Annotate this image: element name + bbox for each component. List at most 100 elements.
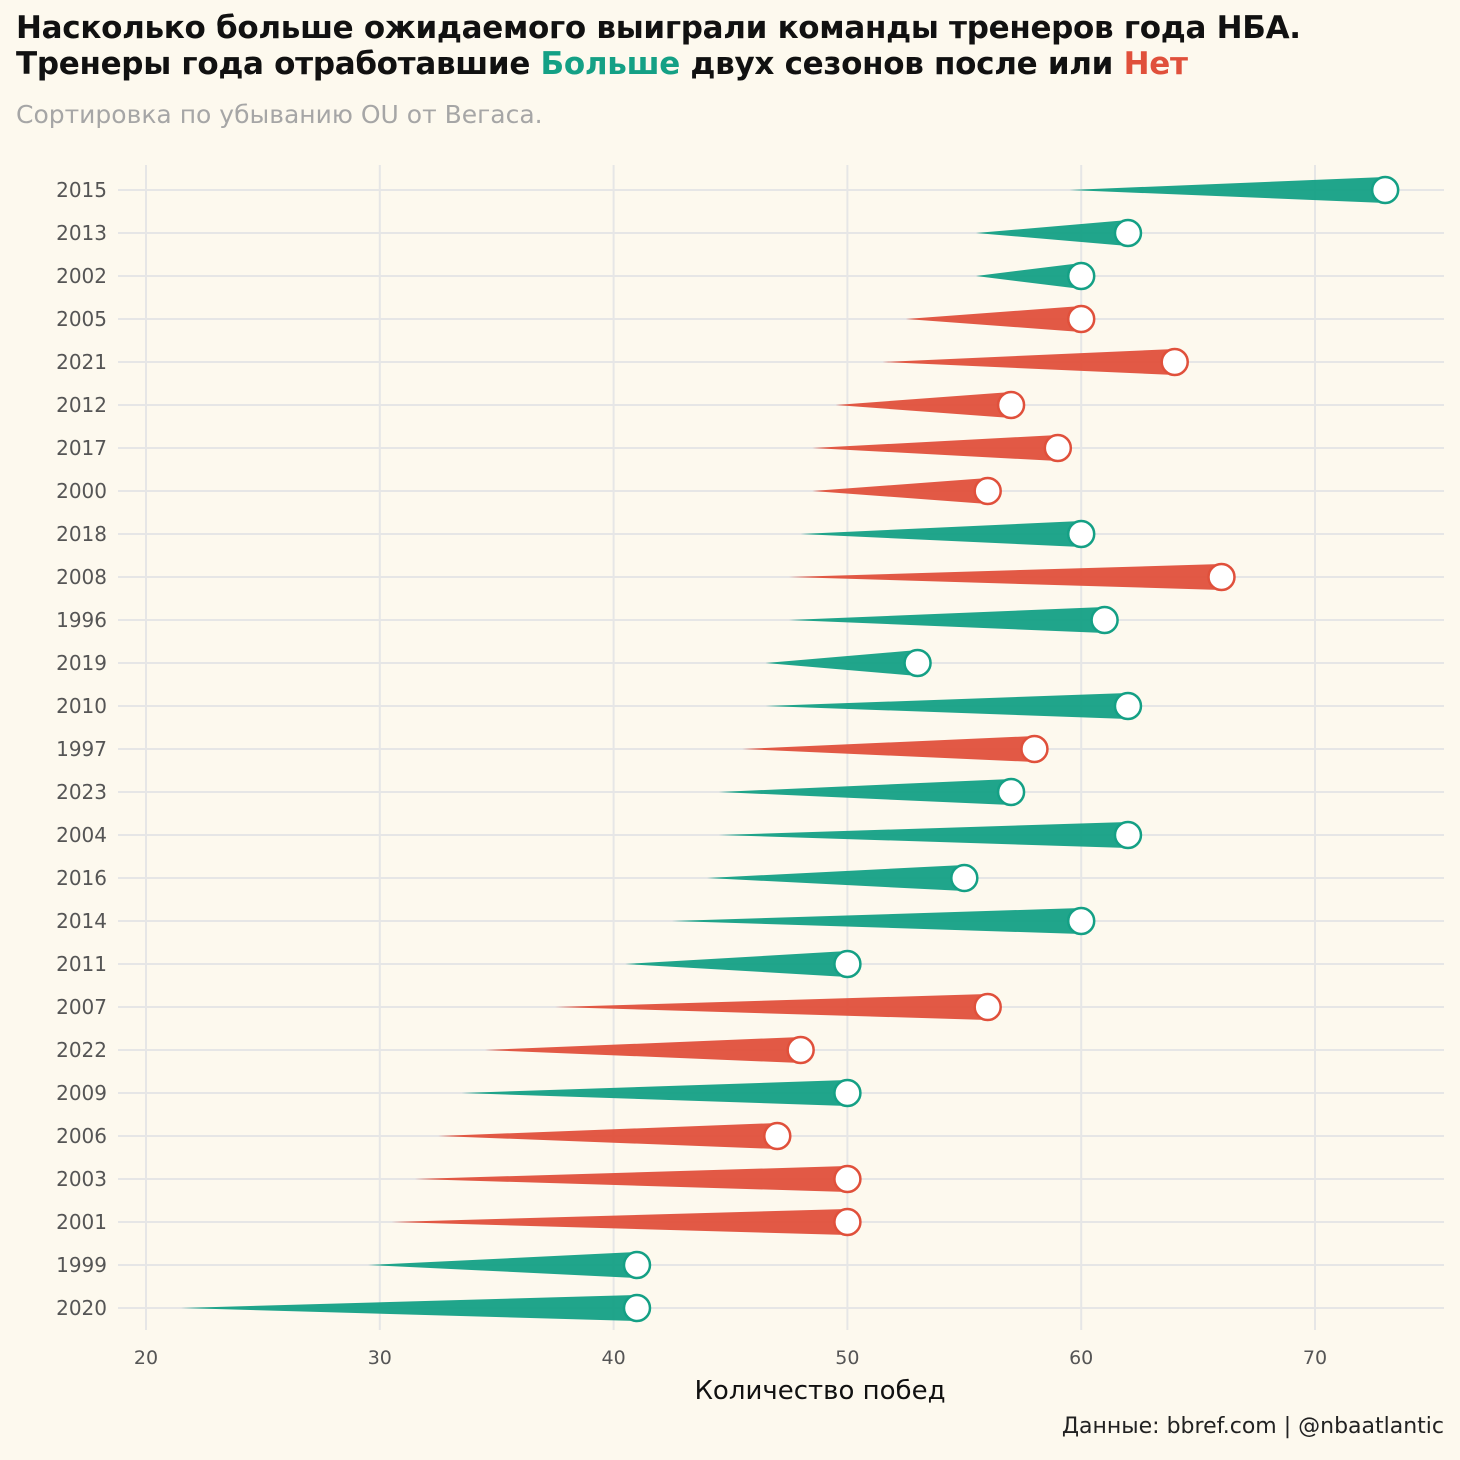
y-tick-label: 2014 [56, 909, 107, 933]
wedge-1996 [788, 607, 1105, 633]
wedge-2002 [975, 263, 1082, 289]
y-tick-label: 2016 [56, 866, 107, 890]
y-tick-label: 1997 [56, 737, 107, 761]
wins-marker-2019 [903, 648, 932, 678]
wins-marker-1997 [1020, 734, 1049, 764]
x-tick-label: 60 [1069, 1347, 1093, 1369]
y-tick-label: 2020 [56, 1296, 107, 1320]
wins-marker-2011 [833, 949, 862, 979]
wins-marker-2021 [1160, 347, 1189, 377]
wins-marker-1999 [622, 1250, 652, 1280]
y-tick-label: 2006 [56, 1124, 107, 1148]
wins-marker-2014 [1066, 906, 1096, 936]
wins-marker-2016 [950, 863, 979, 893]
y-tick-label: 2023 [56, 780, 107, 804]
wedge-2016 [707, 865, 965, 891]
x-tick-label: 20 [134, 1347, 158, 1369]
wins-marker-2008 [1207, 562, 1236, 592]
x-tick-label: 70 [1303, 1347, 1327, 1369]
wedge-2001 [391, 1209, 848, 1235]
legend-label-more: Больше [540, 46, 681, 82]
wedge-marks [181, 177, 1386, 1321]
wedge-2000 [812, 478, 988, 504]
wins-marker-2002 [1066, 261, 1096, 291]
x-tick-label: 40 [602, 1347, 626, 1369]
wedge-2022 [485, 1037, 801, 1063]
wins-marker-2018 [1066, 519, 1096, 549]
y-tick-label: 2008 [56, 565, 107, 589]
data-source-caption: Данные: bbref.com | @nbaatlantic [1061, 1414, 1444, 1439]
wedge-2007 [555, 994, 988, 1020]
wins-marker-2004 [1113, 820, 1143, 850]
chart-title-line1: Насколько больше ожидаемого выиграли ком… [16, 10, 1301, 46]
wedge-2008 [788, 564, 1222, 590]
wedge-2020 [181, 1295, 637, 1321]
chart-title-line2: Тренеры года отработавшие Больше двух се… [16, 46, 1188, 82]
y-tick-label: 2021 [56, 350, 107, 374]
wedge-2018 [800, 521, 1082, 547]
wedge-2003 [414, 1166, 848, 1192]
wins-marker-2007 [973, 992, 1002, 1022]
y-tick-label: 1999 [56, 1253, 107, 1277]
wedge-2013 [975, 220, 1128, 246]
y-tick-label: 2007 [56, 995, 107, 1019]
wins-marker-2017 [1043, 433, 1073, 463]
y-tick-label: 2009 [56, 1081, 107, 1105]
x-tick-label: 30 [368, 1347, 392, 1369]
wins-marker-2006 [763, 1121, 792, 1151]
wins-marker-2015 [1370, 175, 1400, 205]
wedge-1997 [742, 736, 1035, 762]
y-tick-label: 2011 [56, 952, 107, 976]
wins-marker-2012 [996, 390, 1026, 420]
y-tick-label: 2015 [56, 178, 107, 202]
title-line2-middle: двух сезонов после или [679, 46, 1124, 82]
wins-marker-2005 [1066, 304, 1096, 334]
y-tick-label: 2005 [56, 307, 107, 331]
wedge-2012 [835, 392, 1012, 418]
wins-marker-2013 [1113, 218, 1143, 248]
wins-marker-2000 [973, 476, 1002, 506]
wins-marker-2010 [1113, 691, 1143, 721]
wedge-2017 [812, 435, 1058, 461]
wedge-2004 [718, 822, 1128, 848]
chart-subtitle: Сортировка по убыванию OU от Вегаса. [16, 100, 543, 129]
y-tick-label: 2022 [56, 1038, 107, 1062]
y-axis-labels: 2015 2013 2002 2005 2021 2012 2017 2000 2018 2008… [56, 178, 107, 1320]
wedge-2015 [1069, 177, 1386, 203]
wedge-chart: 2015 2013 2002 2005 2021 2012 2017 2000 2018 2008… [56, 165, 1444, 1406]
wins-marker-2020 [622, 1293, 652, 1323]
y-tick-label: 2018 [56, 522, 107, 546]
wedge-2023 [718, 779, 1012, 805]
y-tick-label: 2010 [56, 694, 107, 718]
y-tick-label: 1996 [56, 608, 107, 632]
title-line2-prefix: Тренеры года отработавшие [16, 46, 541, 82]
wins-marker-2003 [833, 1164, 862, 1194]
wedge-2021 [882, 349, 1175, 375]
wedge-2005 [905, 306, 1082, 332]
grid-lines [118, 165, 1444, 1330]
y-tick-label: 2013 [56, 221, 107, 245]
y-tick-label: 2004 [56, 823, 107, 847]
wedge-2014 [672, 908, 1082, 934]
actual-wins-markers [622, 175, 1400, 1323]
y-tick-label: 2017 [56, 436, 107, 460]
wedge-2009 [461, 1080, 848, 1106]
wins-marker-2022 [786, 1035, 815, 1065]
wins-marker-2009 [833, 1078, 862, 1108]
y-tick-label: 2000 [56, 479, 107, 503]
x-axis-title: Количество побед [694, 1376, 945, 1406]
wins-marker-1996 [1090, 605, 1119, 635]
legend-label-no: Нет [1123, 46, 1188, 82]
y-tick-label: 2012 [56, 393, 107, 417]
wedge-2006 [438, 1123, 778, 1149]
wins-marker-2001 [833, 1207, 862, 1237]
x-tick-label: 50 [835, 1347, 859, 1369]
y-tick-label: 2001 [56, 1210, 107, 1234]
y-tick-label: 2019 [56, 651, 107, 675]
wedge-2019 [765, 650, 918, 676]
wedge-1999 [368, 1252, 637, 1278]
wedge-2011 [625, 951, 848, 977]
y-tick-label: 2003 [56, 1167, 107, 1191]
wins-marker-2023 [996, 777, 1026, 807]
wedge-2010 [765, 693, 1128, 719]
